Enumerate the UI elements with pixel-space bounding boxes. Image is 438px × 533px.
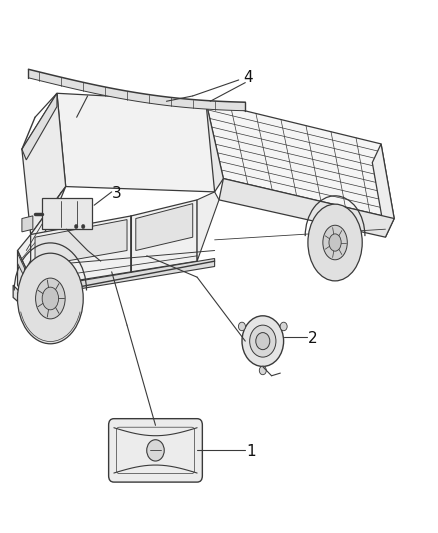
Polygon shape [22, 93, 57, 160]
Polygon shape [372, 144, 394, 237]
Ellipse shape [256, 333, 270, 350]
Polygon shape [22, 93, 66, 235]
Text: 4: 4 [243, 70, 253, 85]
Polygon shape [18, 187, 66, 269]
Ellipse shape [250, 325, 276, 357]
Polygon shape [13, 285, 26, 309]
Polygon shape [22, 259, 215, 298]
Ellipse shape [259, 366, 266, 375]
Ellipse shape [280, 322, 287, 330]
Polygon shape [18, 251, 26, 298]
Circle shape [147, 440, 164, 461]
Polygon shape [18, 253, 25, 277]
Ellipse shape [42, 287, 59, 310]
Polygon shape [35, 220, 127, 266]
Polygon shape [197, 101, 223, 192]
Polygon shape [131, 200, 197, 272]
Ellipse shape [323, 225, 347, 260]
Text: 1: 1 [246, 445, 256, 459]
Circle shape [81, 224, 85, 229]
Ellipse shape [242, 316, 284, 367]
Ellipse shape [238, 322, 245, 330]
Polygon shape [219, 179, 394, 237]
FancyBboxPatch shape [42, 198, 92, 229]
Text: 3: 3 [112, 186, 121, 201]
Polygon shape [136, 204, 193, 251]
Ellipse shape [329, 234, 341, 251]
FancyBboxPatch shape [109, 419, 202, 482]
Ellipse shape [35, 278, 65, 319]
Polygon shape [28, 69, 245, 111]
Polygon shape [31, 216, 131, 288]
Polygon shape [57, 93, 215, 192]
Ellipse shape [308, 204, 362, 281]
Circle shape [74, 224, 78, 229]
Polygon shape [22, 216, 33, 232]
Text: 2: 2 [308, 331, 318, 346]
Polygon shape [206, 101, 394, 219]
Polygon shape [197, 192, 219, 261]
Ellipse shape [18, 253, 83, 344]
